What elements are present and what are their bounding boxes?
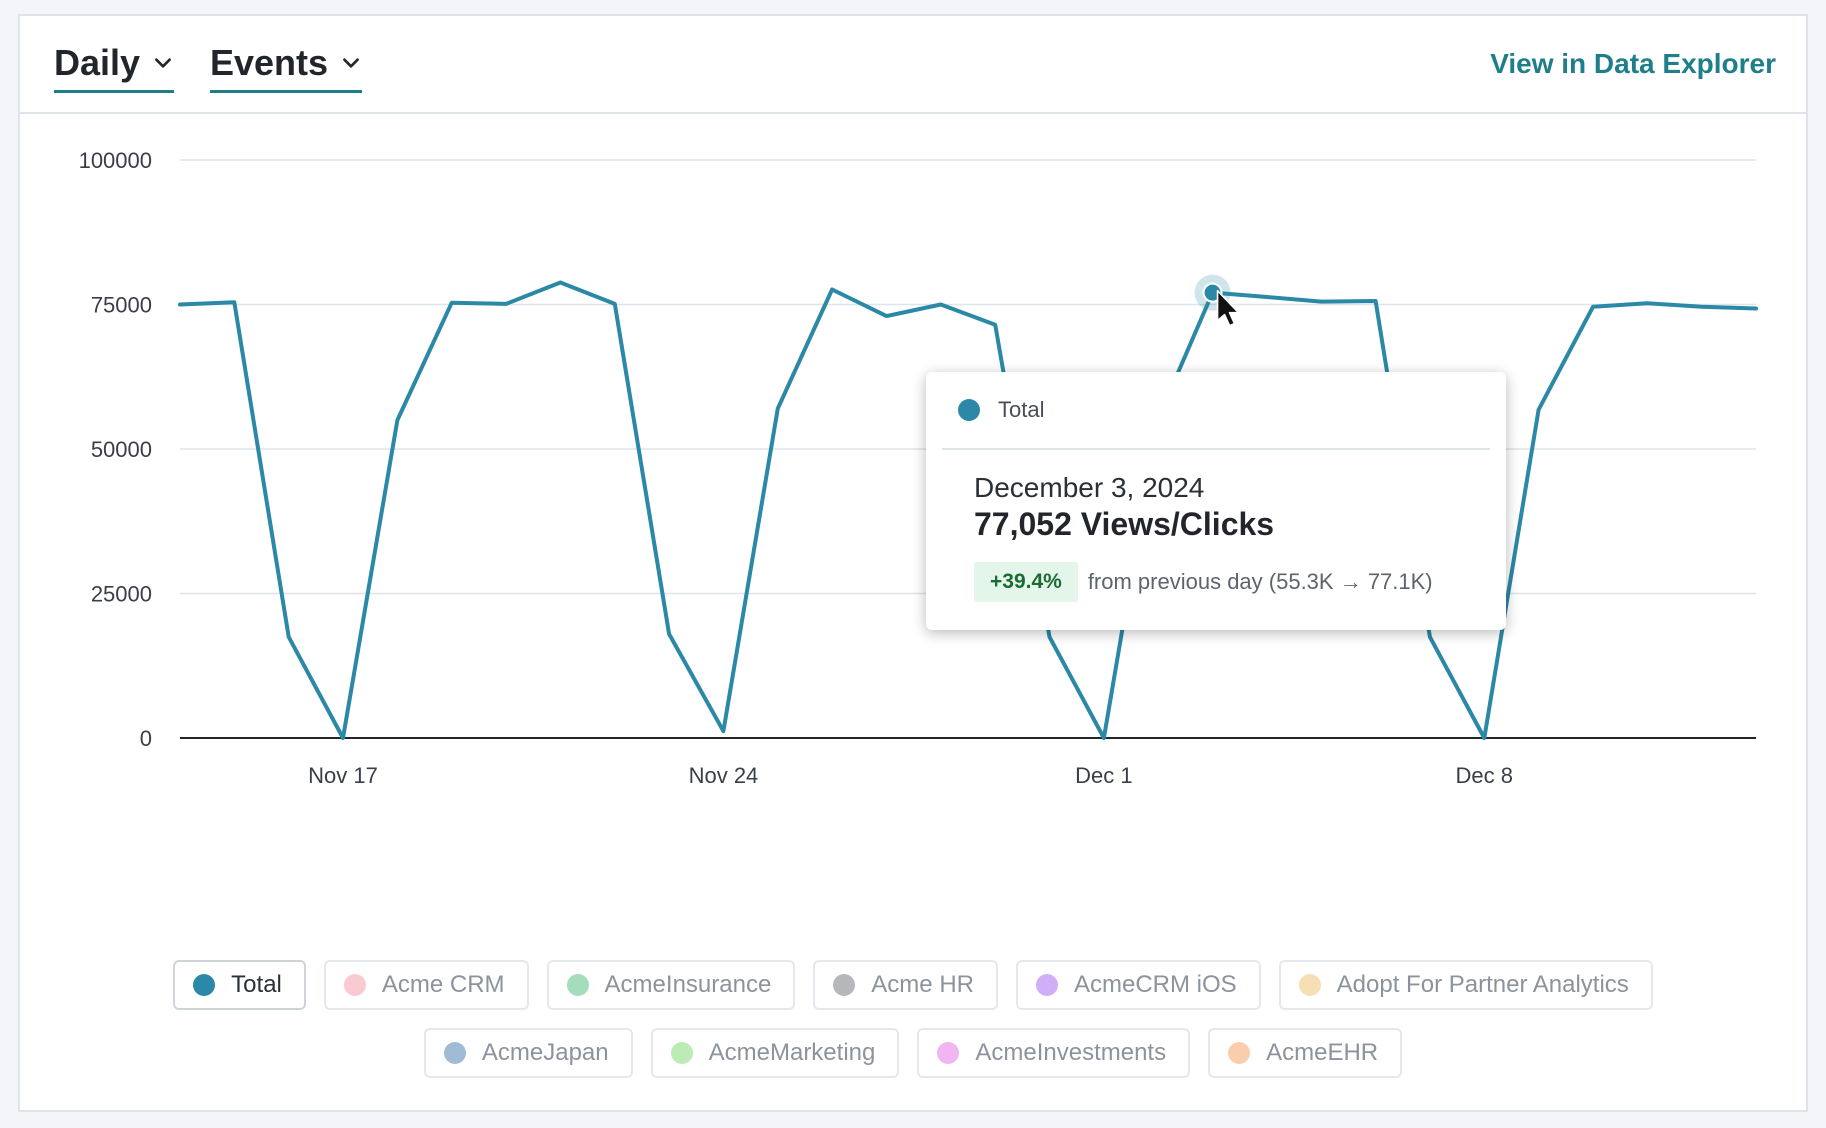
tooltip-header: Total [942,372,1490,450]
legend-row: Total Acme CRM AcmeInsurance Acme HR AcmeCRM… [20,960,1806,1010]
x-tick-label: Dec 1 [1075,763,1132,788]
legend-chip-acme-crm[interactable]: Acme CRM [323,960,529,1010]
x-tick-label: Nov 24 [689,763,759,788]
y-tick-label: 25000 [91,582,152,607]
tooltip-date: December 3, 2024 [974,472,1205,503]
y-tick-label: 100000 [79,148,152,173]
legend-chip-total[interactable]: Total [173,960,306,1010]
y-tick-label: 50000 [91,437,152,462]
line-chart: 0 25000 50000 75000 100000 Nov 17 Nov 24 Dec 1 D… [79,148,1758,788]
chevron-down-icon [343,58,359,68]
change-description: from previous day (55.3K → 77.1K) [1087,569,1433,594]
legend-color-dot [833,974,856,996]
legend-row: AcmeJapan AcmeMarketing AcmeInvestments Acm… [20,1028,1806,1078]
legend-chip-acmeehr[interactable]: AcmeEHR [1208,1028,1403,1078]
granularity-dropdown[interactable]: Daily [54,42,175,93]
change-badge: +39.4% [974,562,1078,602]
y-tick-label: 75000 [91,293,152,318]
chevron-down-icon [155,58,171,68]
legend-label: AcmeCRM iOS [1073,971,1237,998]
chart-header: Daily Events View in Data Explorer [20,16,1806,114]
legend-chip-acmecrm-ios[interactable]: AcmeCRM iOS [1015,960,1261,1010]
metric-dropdown[interactable]: Events [210,42,363,93]
legend-chip-acmemarketing[interactable]: AcmeMarketing [650,1028,900,1078]
legend-label: Total [231,971,282,998]
legend-label: AcmeInsurance [604,971,772,998]
legend-label: AcmeMarketing [708,1039,876,1066]
legend-label: AcmeEHR [1266,1039,1379,1066]
y-tick-label: 0 [140,726,152,751]
legend-label: Adopt For Partner Analytics [1336,971,1629,998]
legend-chip-acmejapan[interactable]: AcmeJapan [423,1028,633,1078]
series-color-dot [958,399,980,421]
legend-color-dot [670,1042,693,1064]
legend-color-dot [1228,1042,1251,1064]
legend-chip-acme-hr[interactable]: Acme HR [813,960,998,1010]
legend-chip-acmeinvestments[interactable]: AcmeInvestments [917,1028,1191,1078]
legend-color-dot [937,1042,960,1064]
data-tooltip: Total December 3, 2024 77,052 Views/Clic… [926,372,1506,630]
x-tick-label: Nov 17 [308,763,378,788]
metric-label: Events [210,42,329,83]
legend-color-dot [343,974,366,996]
tooltip-series-name: Total [998,397,1045,422]
legend-color-dot [193,974,216,996]
legend-label: AcmeInvestments [975,1039,1167,1066]
legend-color-dot [1035,974,1058,996]
mouse-cursor-icon [1216,289,1240,327]
view-in-data-explorer-link[interactable]: View in Data Explorer [1490,48,1776,79]
chart-card: Daily Events View in Data Explorer 0 2500… [18,14,1808,1112]
tooltip-change-row: +39.4% from previous day (55.3K → 77.1K) [974,562,1433,602]
legend-color-dot [1298,974,1321,996]
x-tick-label: Dec 8 [1456,763,1513,788]
legend-chip-adopt-for-partner-analytics[interactable]: Adopt For Partner Analytics [1278,960,1653,1010]
legend-label: AcmeJapan [481,1039,609,1066]
series-line-total [178,280,1758,740]
legend-chip-acmeinsurance[interactable]: AcmeInsurance [546,960,796,1010]
granularity-label: Daily [54,42,141,83]
tooltip-value: 77,052 Views/Clicks [974,506,1275,542]
legend-color-dot [566,974,589,996]
legend-label: Acme CRM [381,971,505,998]
legend-label: Acme HR [871,971,974,998]
legend-color-dot [443,1042,466,1064]
